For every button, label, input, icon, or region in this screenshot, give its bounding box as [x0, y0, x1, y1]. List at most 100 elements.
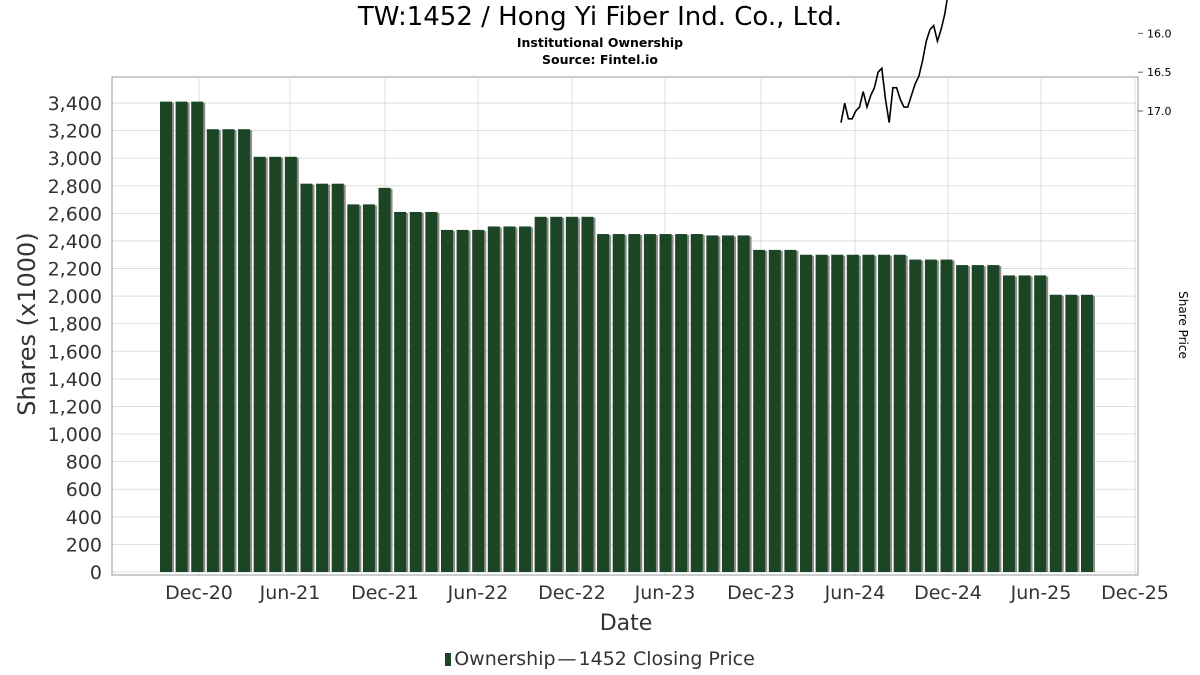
y2-tick-label: 17.0	[1147, 105, 1172, 118]
price-legend-line: —	[557, 648, 577, 670]
price-line	[840, 0, 948, 123]
ownership-bar	[597, 234, 610, 572]
y-tick-label: 2,600	[48, 203, 102, 225]
chart-subtitle: Institutional Ownership	[516, 35, 684, 50]
ownership-bar	[675, 234, 688, 572]
ownership-bar	[362, 204, 375, 572]
legend-price-label: 1452 Closing Price	[578, 648, 755, 670]
ownership-bar	[550, 216, 563, 573]
ownership-bar	[800, 254, 813, 572]
ownership-bar	[534, 216, 547, 573]
ownership-bar	[472, 229, 485, 572]
x-tick-label: Jun-22	[447, 582, 509, 604]
ownership-bar	[175, 101, 188, 572]
ownership-bar	[831, 254, 844, 572]
x-tick-label: Dec-21	[351, 582, 419, 604]
y-tick-label: 2,200	[48, 259, 102, 281]
ownership-bar	[1002, 275, 1015, 572]
y2-axis-title: Share Price	[1176, 291, 1190, 359]
ownership-bar	[784, 249, 797, 572]
ownership-bar	[409, 211, 422, 573]
ownership-bar	[284, 156, 297, 572]
y-tick-label: 3,000	[48, 148, 102, 170]
ownership-bar	[253, 156, 266, 572]
ownership-bar	[612, 234, 625, 572]
ownership-bar	[1049, 294, 1062, 572]
y-tick-label: 2,800	[48, 176, 102, 198]
ownership-bar	[628, 234, 641, 572]
y-tick-label: 1,400	[48, 369, 102, 391]
chart-legend: Ownership —1452 Closing Price	[0, 648, 1200, 670]
x-tick-label: Dec-24	[914, 582, 982, 604]
y-tick-label: 800	[66, 452, 102, 474]
x-tick-label: Dec-25	[1101, 582, 1169, 604]
y-tick-label: 2,400	[48, 231, 102, 253]
ownership-bar	[347, 204, 360, 572]
ownership-bar	[862, 254, 875, 572]
y-tick-label: 1,600	[48, 341, 102, 363]
ownership-legend-swatch	[445, 653, 452, 666]
ownership-bar	[909, 259, 922, 572]
ownership-bar	[706, 235, 719, 572]
ownership-bar	[893, 254, 906, 572]
ownership-bar	[300, 183, 313, 572]
y-tick-label: 400	[66, 507, 102, 529]
y-tick-label: 2,000	[48, 286, 102, 308]
ownership-bar	[191, 101, 204, 572]
ownership-bar	[331, 183, 344, 572]
x-tick-label: Jun-25	[1010, 582, 1072, 604]
y-tick-label: 0	[90, 562, 102, 584]
y2-tick-label: 15.5	[1147, 0, 1172, 2]
ownership-bar	[394, 211, 407, 573]
ownership-bar	[519, 226, 532, 573]
y-tick-label: 3,400	[48, 93, 102, 115]
ownership-bar	[565, 216, 578, 573]
ownership-bar	[768, 249, 781, 572]
ownership-bar	[659, 234, 672, 572]
x-axis-title: Date	[600, 611, 653, 636]
ownership-bar	[753, 249, 766, 572]
x-tick-label: Dec-20	[165, 582, 233, 604]
ownership-bar	[425, 211, 438, 573]
ownership-bar	[503, 226, 516, 573]
ownership-bar	[940, 259, 953, 572]
chart-source: Source: Fintel.io	[542, 52, 658, 67]
ownership-bar	[206, 129, 219, 573]
y-tick-label: 200	[66, 534, 102, 556]
y-axis-title: Shares (x1000)	[13, 232, 41, 415]
ownership-bar	[721, 235, 734, 572]
ownership-bar	[815, 254, 828, 572]
ownership-bar	[737, 235, 750, 572]
y-tick-label: 600	[66, 479, 102, 501]
ownership-bar	[1081, 294, 1093, 572]
ownership-bar	[924, 259, 937, 572]
y-tick-label: 3,200	[48, 121, 102, 143]
ownership-bar	[269, 156, 282, 572]
x-tick-label: Dec-23	[727, 582, 795, 604]
ownership-bar	[1065, 294, 1078, 572]
ownership-bar	[987, 265, 1000, 572]
ownership-bar	[956, 265, 969, 572]
ownership-bar	[878, 254, 891, 572]
x-tick-label: Jun-24	[824, 582, 886, 604]
ownership-bar	[316, 183, 329, 572]
y-tick-label: 1,800	[48, 314, 102, 336]
legend-ownership-label: Ownership	[454, 648, 556, 670]
chart-title: TW:1452 / Hong Yi Fiber Ind. Co., Ltd.	[357, 2, 843, 32]
ownership-bar	[238, 129, 251, 573]
ownership-bar	[643, 234, 656, 572]
ownership-bar	[1018, 275, 1031, 572]
x-tick-label: Jun-23	[634, 582, 696, 604]
y-tick-label: 1,000	[48, 424, 102, 446]
ownership-bar	[160, 101, 172, 572]
ownership-bar	[690, 234, 703, 572]
ownership-bar	[1034, 275, 1047, 572]
y2-tick-label: 16.0	[1147, 27, 1172, 40]
ownership-bar	[440, 229, 453, 572]
ownership-bar	[487, 226, 500, 573]
ownership-bar	[456, 229, 469, 572]
ownership-bar	[971, 265, 984, 572]
x-tick-label: Jun-21	[259, 582, 321, 604]
y2-tick-label: 16.5	[1147, 66, 1172, 79]
